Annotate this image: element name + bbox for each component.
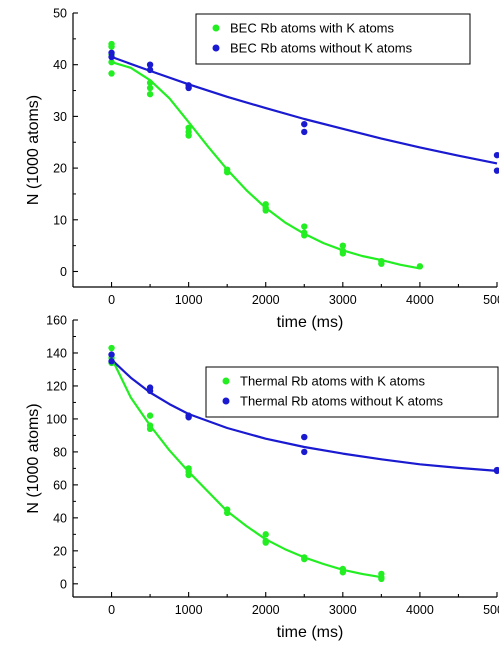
data-point-series-2 <box>301 120 308 128</box>
data-point-series-1 <box>301 555 308 563</box>
data-point-series-1 <box>223 169 231 176</box>
data-point-series-1 <box>339 250 347 257</box>
chart-panel-1: 0 10 20 30 40 50 0 1000 2000 3000 4000 5000 time (ms… <box>25 7 499 331</box>
y-tick-label: 50 <box>53 7 67 21</box>
y-axis-title: N (1000 atoms) <box>25 403 42 513</box>
data-point-series-2 <box>493 151 499 159</box>
y-tick-label: 60 <box>53 478 67 492</box>
data-point-series-2 <box>301 433 308 441</box>
legend-box <box>195 13 471 65</box>
x-tick-label: 2000 <box>252 603 280 617</box>
data-point-series-2 <box>301 128 308 136</box>
data-point-series-1 <box>339 242 347 249</box>
data-point-series-2 <box>108 53 115 61</box>
data-point-series-2 <box>185 84 192 92</box>
data-point-series-1 <box>108 58 115 66</box>
y-tick-label: 80 <box>53 445 67 459</box>
x-tick-label: 1000 <box>175 603 203 617</box>
data-point-series-1 <box>108 43 115 50</box>
data-point-series-1 <box>378 260 385 267</box>
x-tick-label: 2000 <box>252 293 280 307</box>
chart-panel-2: 0 20 40 60 80 100 120 140 160 0 1000 2000 3000 4000 50… <box>25 314 499 641</box>
fit-curve-1 <box>110 357 382 579</box>
x-tick-label: 4000 <box>406 293 434 307</box>
data-point-series-1 <box>185 132 192 139</box>
y-tick-label: 40 <box>53 511 67 525</box>
x-tick-label: 5000 <box>483 293 499 307</box>
fit-curve-1 <box>111 61 421 270</box>
data-point-series-1 <box>301 232 308 239</box>
legend-marker-1 <box>212 24 220 32</box>
data-point-series-2 <box>301 448 308 456</box>
data-point-series-2 <box>493 467 499 475</box>
legend-marker-2 <box>222 397 230 405</box>
x-tick-label: 1000 <box>175 293 203 307</box>
data-point-series-1 <box>146 79 154 86</box>
data-point-series-1 <box>108 70 115 77</box>
fit-curve-2 <box>111 55 498 165</box>
data-point-series-1 <box>378 575 385 583</box>
data-point-series-1 <box>262 539 269 546</box>
legend-label-1: Thermal Rb atoms with K atoms <box>240 374 425 389</box>
x-tick-label: 0 <box>108 293 115 307</box>
x-tick-label: 3000 <box>329 603 357 617</box>
y-tick-label: 120 <box>46 379 67 393</box>
legend: BEC Rb atoms with K atoms BEC Rb atoms wi… <box>195 13 471 65</box>
x-tick-label: 4000 <box>406 603 434 617</box>
y-tick-label: 140 <box>46 346 67 360</box>
y-tick-label: 0 <box>60 265 67 279</box>
legend-box <box>205 366 499 418</box>
x-tick-label: 0 <box>108 603 115 617</box>
data-point-series-2 <box>185 414 192 421</box>
data-point-series-2 <box>146 61 154 68</box>
y-tick-label: 40 <box>53 58 67 72</box>
data-point-series-1 <box>301 223 308 230</box>
legend-marker-2 <box>212 44 220 52</box>
y-tick-label: 30 <box>53 110 67 124</box>
data-point-series-2 <box>108 358 115 365</box>
y-tick-label: 0 <box>60 577 67 591</box>
data-point-series-1 <box>146 425 154 433</box>
data-point-series-1 <box>146 84 154 92</box>
data-point-series-2 <box>493 167 499 174</box>
legend-label-2: Thermal Rb atoms without K atoms <box>240 394 444 409</box>
data-point-series-1 <box>108 344 115 352</box>
data-point-series-1 <box>223 509 231 517</box>
y-axis-title: N (1000 atoms) <box>25 95 42 205</box>
x-tick-label: 5000 <box>483 603 499 617</box>
legend-label-2: BEC Rb atoms without K atoms <box>230 41 413 56</box>
x-axis-title: time (ms) <box>277 624 344 641</box>
data-point-series-1 <box>146 412 154 419</box>
legend-label-1: BEC Rb atoms with K atoms <box>230 21 394 36</box>
y-tick-label: 20 <box>53 162 67 176</box>
x-axis-title: time (ms) <box>277 314 344 331</box>
y-tick-label: 100 <box>46 412 67 426</box>
data-point-series-1 <box>416 263 424 270</box>
legend-marker-1 <box>222 377 230 385</box>
y-tick-label: 160 <box>46 314 67 328</box>
data-point-series-2 <box>146 66 154 74</box>
y-tick-label: 20 <box>53 544 67 558</box>
y-tick-label: 10 <box>53 213 67 227</box>
data-point-series-1 <box>262 207 269 214</box>
data-point-series-2 <box>146 387 154 395</box>
data-point-series-1 <box>262 531 269 538</box>
data-point-series-1 <box>185 471 192 479</box>
data-point-series-1 <box>339 569 347 576</box>
data-point-series-2 <box>108 351 115 358</box>
legend: Thermal Rb atoms with K atoms Thermal Rb … <box>205 366 499 418</box>
data-point-series-1 <box>146 90 154 98</box>
x-tick-label: 3000 <box>329 293 357 307</box>
